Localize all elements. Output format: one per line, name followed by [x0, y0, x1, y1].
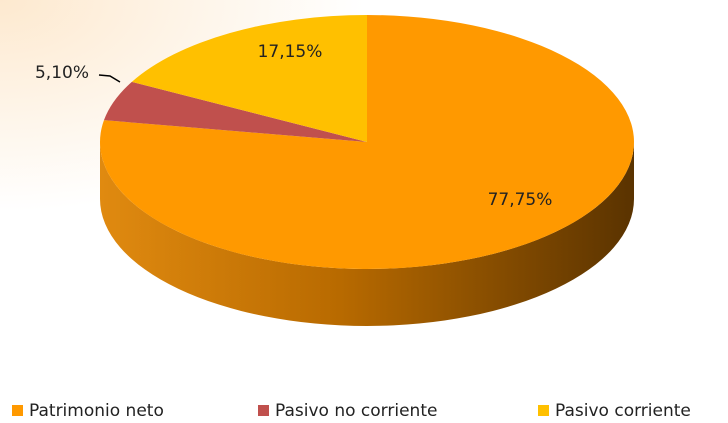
legend-swatch: [258, 405, 269, 416]
labels: 77,75% 5,10% 17,15%: [35, 42, 552, 210]
slice: [103, 81, 368, 142]
slice: [131, 15, 367, 142]
legend-swatch: [12, 405, 23, 416]
legend-label: Pasivo corriente: [555, 401, 691, 421]
data-label: 77,75%: [488, 190, 553, 210]
legend-label: Patrimonio neto: [29, 401, 164, 421]
legend-swatch: [538, 405, 549, 416]
slice-side: [100, 142, 634, 326]
legend-label: Pasivo no corriente: [275, 401, 437, 421]
leader-line: [98, 74, 121, 83]
legend: Patrimonio neto Pasivo no corriente Pasivo…: [12, 401, 691, 421]
pie: [99, 15, 634, 326]
data-label: 5,10%: [35, 63, 89, 83]
data-label: 17,15%: [258, 42, 323, 62]
